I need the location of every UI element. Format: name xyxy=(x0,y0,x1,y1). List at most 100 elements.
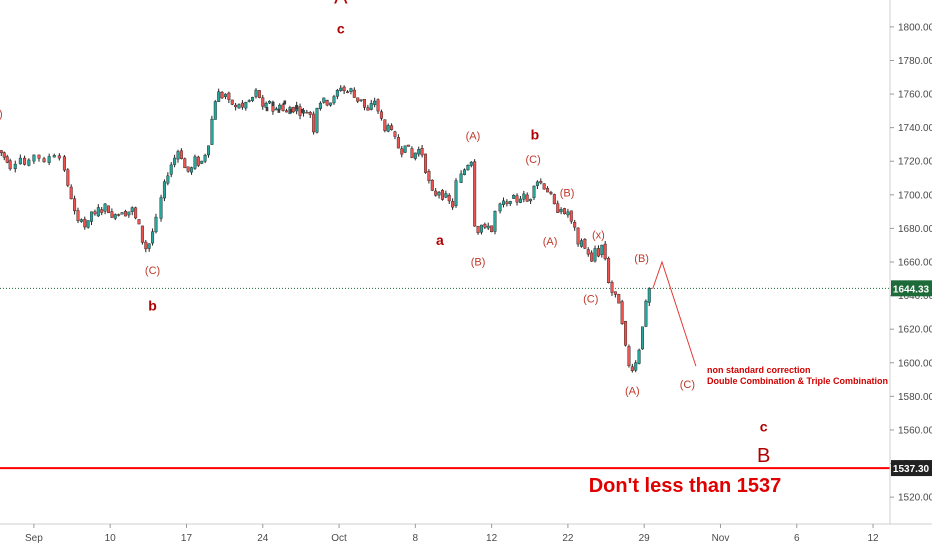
candle-up xyxy=(637,349,641,364)
candle-down xyxy=(140,225,144,243)
candle-up xyxy=(501,200,505,205)
candle-down xyxy=(390,125,394,130)
candle-up xyxy=(213,101,217,120)
x-tick-label: 12 xyxy=(867,533,879,544)
candle-down xyxy=(627,346,631,367)
candle-up xyxy=(644,300,648,327)
x-tick-label: Oct xyxy=(331,533,347,544)
candle-up xyxy=(466,165,470,171)
candle-down xyxy=(100,209,104,213)
candle-down xyxy=(624,321,628,346)
candle-down xyxy=(473,161,477,227)
y-tick-label: 1780.00 xyxy=(898,56,932,67)
candle-down xyxy=(240,102,244,108)
wave-label: A xyxy=(334,0,348,8)
candle-down xyxy=(220,92,224,99)
candle-down xyxy=(525,194,529,202)
x-tick-label: 17 xyxy=(181,533,193,544)
candle-side xyxy=(265,107,269,112)
candle-down xyxy=(123,211,127,217)
y-tick-label: 1800.00 xyxy=(898,22,932,33)
candle-up xyxy=(315,107,319,133)
x-tick-label: 6 xyxy=(794,533,800,544)
wave-label: (B) xyxy=(471,256,486,268)
x-tick-label: Nov xyxy=(712,533,730,544)
y-tick-label: 1620.00 xyxy=(898,325,932,336)
candle-up xyxy=(359,99,363,101)
projection-layer xyxy=(652,260,697,367)
candle-up xyxy=(200,160,204,164)
candle-up xyxy=(508,200,512,204)
candle-down xyxy=(308,111,312,115)
candle-up xyxy=(169,164,173,175)
candle-up xyxy=(278,104,282,110)
y-axis-ticks: 1520.001540.001560.001580.001600.001620.… xyxy=(890,22,932,504)
candle-side xyxy=(271,102,275,107)
candle-up xyxy=(217,91,221,102)
wave-label: (C) xyxy=(526,154,541,166)
candle-up xyxy=(335,90,339,97)
candle-down xyxy=(556,203,560,213)
candle-down xyxy=(407,144,411,147)
candle-down xyxy=(352,89,356,98)
candle-up xyxy=(332,96,336,104)
x-axis-ticks: Sep 10 17 24 Oct 8 12 22 29 Nov 6 12 xyxy=(25,524,879,544)
candle-down xyxy=(573,222,577,228)
candle-side xyxy=(295,105,298,110)
candle-down xyxy=(366,107,370,111)
candle-down xyxy=(179,150,183,160)
candle-up xyxy=(459,173,463,183)
candle-down xyxy=(440,190,444,200)
candle-up xyxy=(444,193,448,198)
candle-up xyxy=(127,211,131,216)
candle-up xyxy=(79,219,83,222)
candle-up xyxy=(369,103,373,110)
candle-down xyxy=(291,106,295,113)
candle-down xyxy=(106,205,110,214)
candle-down xyxy=(69,186,73,200)
candle-down xyxy=(476,226,480,233)
x-tick-label: 29 xyxy=(639,533,651,544)
candle-down xyxy=(356,97,360,102)
candle-down xyxy=(393,131,397,137)
y-tick-label: 1640.00 xyxy=(898,291,932,302)
candle-down xyxy=(117,214,121,216)
candle-up xyxy=(403,145,407,153)
x-tick-label: Sep xyxy=(25,533,43,544)
candle-up xyxy=(244,102,248,109)
candle-down xyxy=(630,366,634,371)
candle-up xyxy=(86,220,90,228)
candle-down xyxy=(576,227,580,245)
candle-up xyxy=(600,244,604,255)
wave-label: b xyxy=(148,298,157,314)
support-price-tag: 1537.30 xyxy=(891,460,932,477)
x-tick-label: 12 xyxy=(486,533,498,544)
candle-down xyxy=(590,252,594,262)
candle-down xyxy=(427,171,431,181)
candle-up xyxy=(13,163,17,170)
wave-label: (A) xyxy=(466,130,481,142)
wave-label: a xyxy=(436,232,444,248)
wave-label: (C) xyxy=(583,293,598,305)
candle-side xyxy=(289,108,293,113)
candle-up xyxy=(373,100,377,105)
x-tick-label: 10 xyxy=(105,533,117,544)
candle-up xyxy=(469,161,473,166)
candle-up xyxy=(176,151,180,160)
candle-down xyxy=(376,99,380,112)
candle-down xyxy=(546,188,550,193)
y-tick-label: 1660.00 xyxy=(898,258,932,269)
candle-up xyxy=(437,191,441,196)
y-tick-label: 1600.00 xyxy=(898,358,932,369)
candle-down xyxy=(617,294,621,304)
y-tick-label: 1760.00 xyxy=(898,90,932,101)
candle-side xyxy=(283,100,287,105)
candle-up xyxy=(274,108,278,111)
candle-up xyxy=(529,198,533,202)
candle-down xyxy=(227,92,231,100)
candle-down xyxy=(281,104,285,111)
wave-label: (C) xyxy=(145,265,160,277)
support-price-label: 1537.30 xyxy=(893,464,930,475)
